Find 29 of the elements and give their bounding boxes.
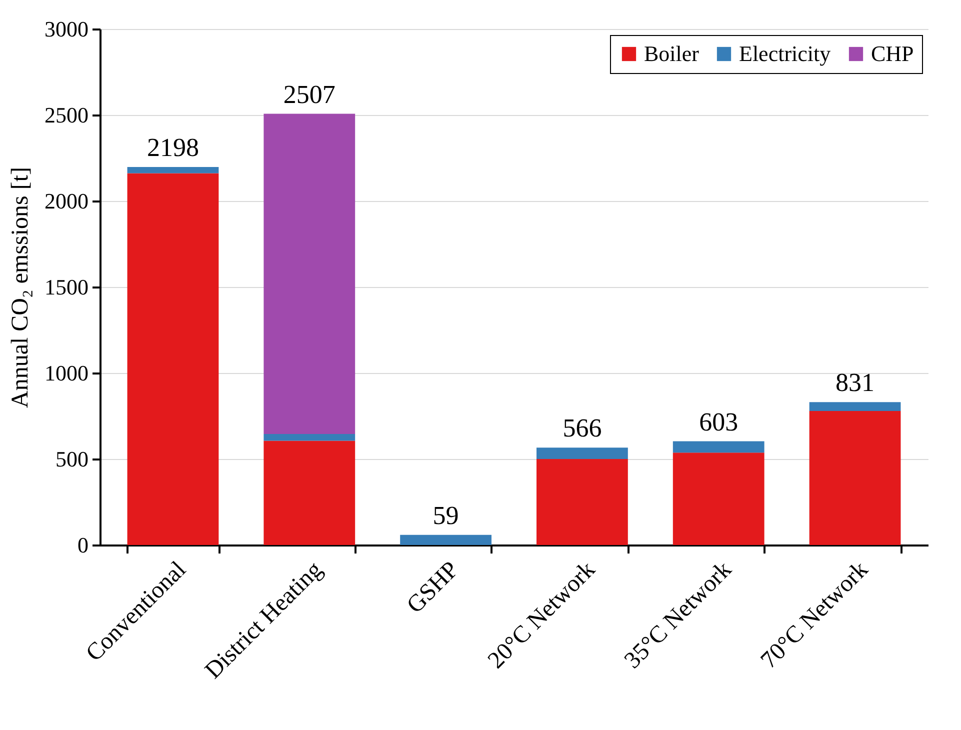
y-tick-label: 2500 xyxy=(44,102,88,128)
legend-label: Electricity xyxy=(739,41,831,66)
y-tick-label: 1500 xyxy=(44,274,88,300)
bar xyxy=(809,402,901,412)
total-label: 603 xyxy=(699,407,738,436)
bar xyxy=(264,440,356,545)
legend-label: CHP xyxy=(871,41,914,66)
bar xyxy=(127,173,219,545)
y-tick-label: 0 xyxy=(78,532,88,558)
bar xyxy=(264,114,356,434)
total-label: 59 xyxy=(432,500,459,530)
y-tick-label: 3000 xyxy=(44,16,88,42)
legend-label: Boiler xyxy=(644,41,700,66)
y-tick-label: 500 xyxy=(56,446,88,472)
y-tick-label: 1000 xyxy=(44,360,88,386)
total-label: 2198 xyxy=(146,132,199,162)
bar xyxy=(264,434,356,441)
bar xyxy=(127,166,219,174)
y-axis-title: Annual CO₂ emssions [t] xyxy=(8,166,34,408)
bar xyxy=(672,441,764,453)
bar xyxy=(536,459,628,545)
y-tick-label: 2000 xyxy=(44,188,88,214)
bar xyxy=(672,452,764,545)
total-label: 831 xyxy=(836,368,875,398)
total-label: 2507 xyxy=(283,80,336,109)
bar xyxy=(809,411,901,545)
total-label: 566 xyxy=(562,414,602,443)
bar xyxy=(536,448,628,459)
bar xyxy=(400,534,492,545)
